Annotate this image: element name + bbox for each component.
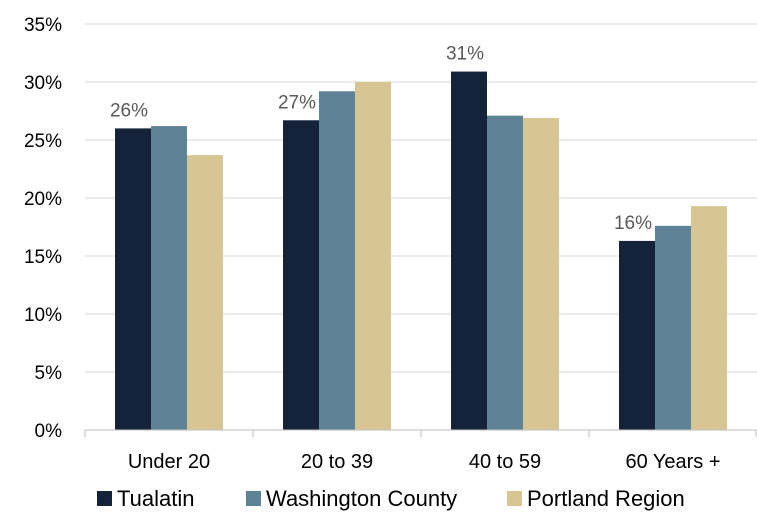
x-axis: Under 20 20 to 39 40 to 59 60 Years + [84,429,757,473]
y-tick-label: 10% [24,305,62,326]
y-tick-label: 20% [24,189,62,210]
x-tick-label: 60 Years + [625,451,720,473]
bar [487,115,523,430]
y-tick-label: 15% [24,247,62,268]
data-label: 26% [110,100,148,121]
y-tick-label: 5% [35,363,63,384]
legend-label: Washington County [266,486,457,511]
x-tick-label: Under 20 [128,451,210,473]
legend-label: Tualatin [117,486,194,511]
bar [691,206,727,430]
y-tick-label: 0% [35,421,63,442]
legend-swatch [246,491,261,506]
bar [319,91,355,430]
bar [655,225,691,430]
bar [451,71,487,430]
y-tick-label: 30% [24,73,62,94]
x-tick-label: 40 to 59 [469,451,541,473]
legend-swatch [97,491,112,506]
y-tick-label: 25% [24,131,62,152]
bar [283,120,319,430]
bar [187,155,223,430]
bar [619,240,655,430]
bars [115,71,727,431]
bar [115,128,151,430]
data-label: 31% [446,44,484,65]
bar [151,126,187,430]
y-tick-label: 35% [24,15,62,36]
data-label: 27% [278,92,316,113]
legend: Tualatin Washington County Portland Region [97,486,685,511]
data-labels: 26% 27% 31% 16% [110,44,652,234]
bar [523,117,559,431]
x-tick-label: 20 to 39 [301,451,373,473]
legend-swatch [507,491,522,506]
bar [355,82,391,430]
y-axis-ticks: 0% 5% 10% 15% 20% 25% 30% 35% [24,15,62,442]
data-label: 16% [614,213,652,234]
legend-label: Portland Region [527,486,685,511]
